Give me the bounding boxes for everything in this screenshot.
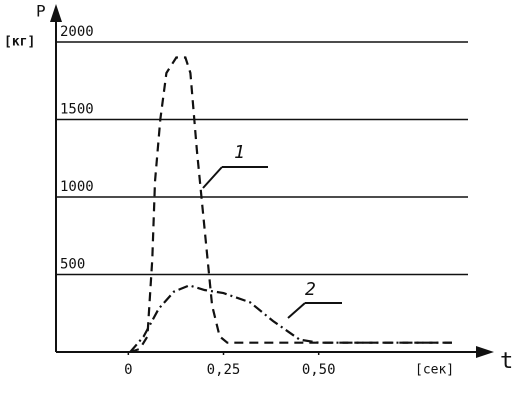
data-line xyxy=(129,56,452,354)
y-axis-label: P xyxy=(36,2,46,21)
y-tick-label: 1500 xyxy=(60,102,94,118)
y-tick-label: 2000 xyxy=(60,24,94,40)
x-tick-label: 0 xyxy=(124,362,132,378)
y-axis-arrow xyxy=(50,4,62,22)
x-tick-label: 0,25 xyxy=(207,362,241,378)
x-axis-label: t xyxy=(500,349,513,374)
leader-line xyxy=(202,166,223,189)
data-line xyxy=(129,284,452,353)
x-axis-arrow xyxy=(476,346,494,358)
x-tick-label: 0,50 xyxy=(302,362,336,378)
y-tick-label: 500 xyxy=(60,257,85,273)
y-axis-unit: [кг] xyxy=(4,35,35,50)
curve-label: 2 xyxy=(305,279,316,300)
y-tick-label: 1000 xyxy=(60,179,94,195)
curve-label: 1 xyxy=(234,142,245,163)
x-axis-unit: [сек] xyxy=(415,363,454,378)
leader-line xyxy=(287,302,306,319)
